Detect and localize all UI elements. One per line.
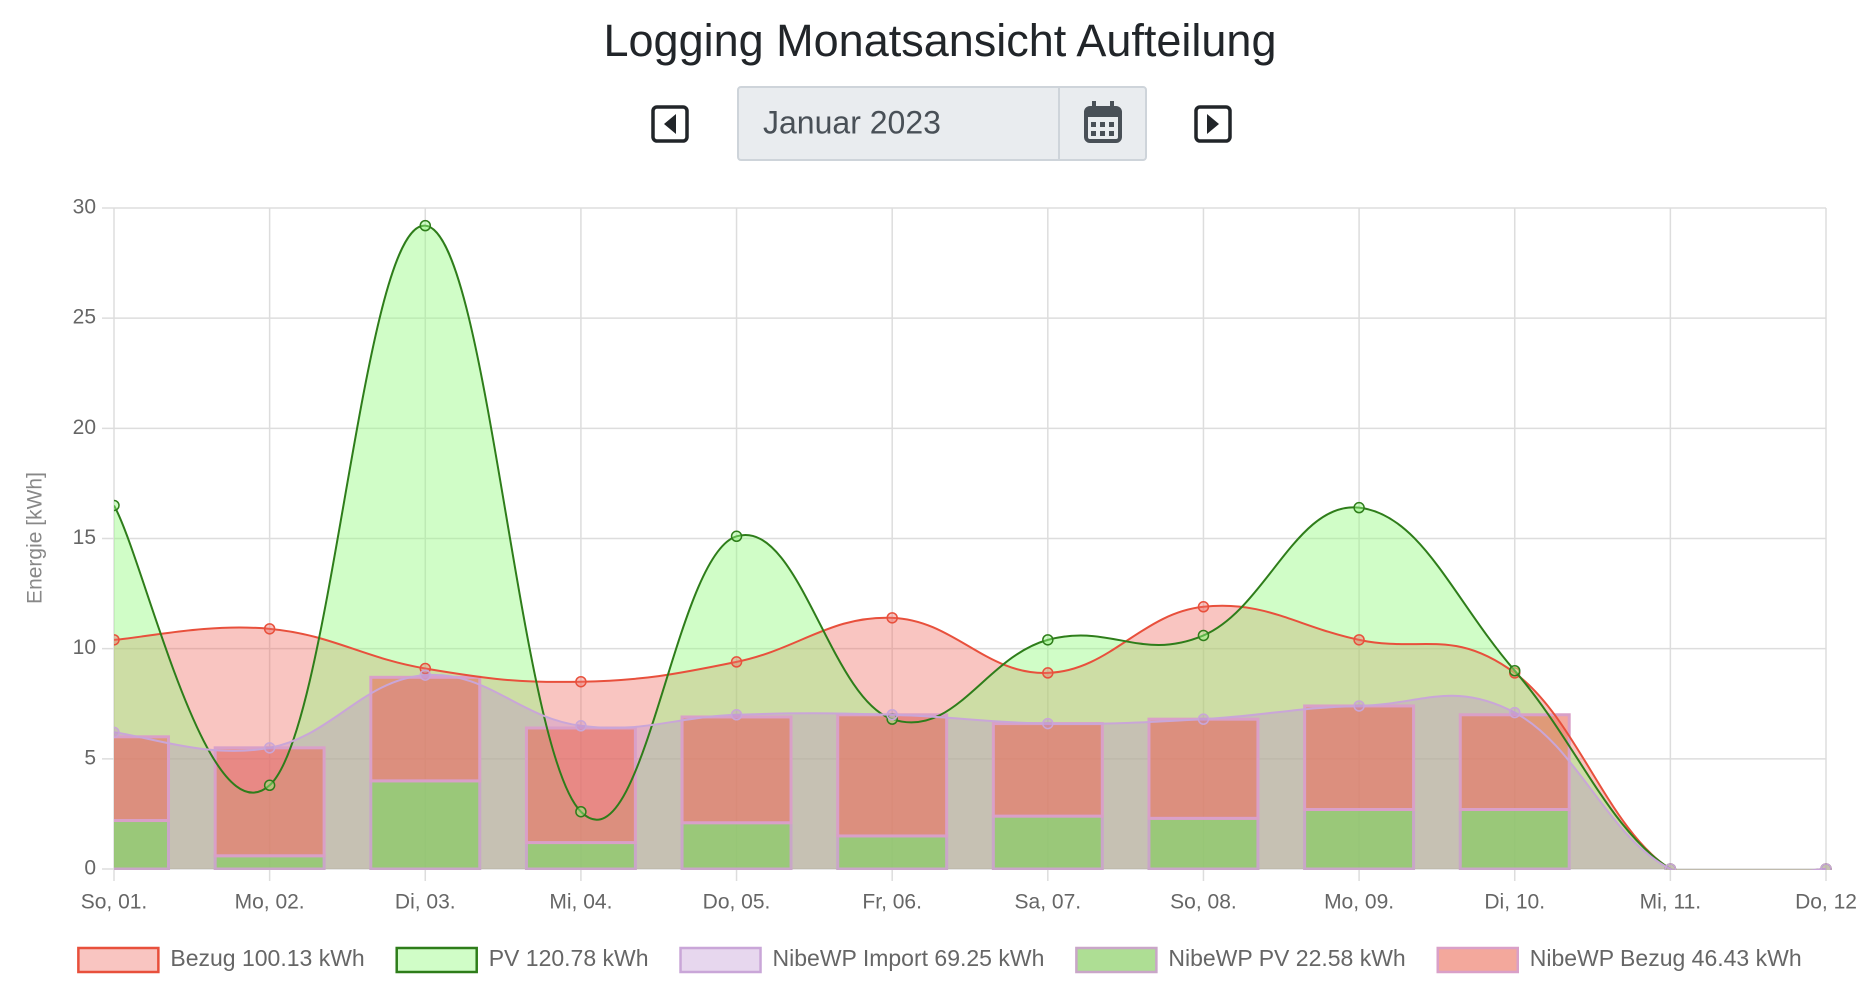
point [263,742,276,754]
bar [524,726,637,845]
legend-item[interactable]: NibeWP Bezug 46.43 kWh [1436,945,1802,974]
point [575,805,587,818]
bar [213,854,326,870]
point [886,709,898,721]
point [114,726,120,739]
point [730,709,743,721]
x-tick-label: Do, 12 [1795,891,1857,914]
y-tick-label: 0 [84,857,96,880]
legend: Bezug 100.13 kWh PV 120.78 kWh NibeWP Impo… [77,945,1802,974]
x-tick-label: Mi, 11. [1640,891,1701,914]
point [1353,700,1365,712]
point [730,530,743,543]
x-tick-label: Di, 03. [395,891,456,914]
point [1197,713,1210,725]
bar [836,834,949,870]
point [1508,706,1521,719]
x-tick-label: Mo, 02. [235,891,305,914]
legend-item[interactable]: NibeWP Import 69.25 kWh [679,945,1045,974]
bars [114,675,1571,870]
point [886,612,898,624]
legend-item[interactable]: Bezug 100.13 kWh [77,945,365,974]
bar [213,746,326,858]
legend-swatch [395,946,478,974]
bar [1147,717,1260,820]
x-tick-label: So, 01. [81,891,148,914]
point [575,675,587,688]
legend-item[interactable]: NibeWP PV 22.58 kWh [1075,945,1406,974]
point [419,669,432,681]
point [263,779,276,792]
line [114,224,1827,870]
point [1664,863,1677,870]
bar [836,713,949,838]
bar [1458,808,1571,870]
legend-swatch [1436,946,1519,974]
legend-label: PV 120.78 kWh [489,945,649,971]
point [1353,501,1365,514]
bar [1303,808,1416,870]
legend-swatch [77,946,160,974]
y-tick-label: 25 [73,306,96,329]
point [575,720,587,732]
bar [1147,816,1260,870]
x-tick-label: Mo, 09. [1324,891,1394,914]
legend-swatch [1075,946,1158,974]
x-tick-label: Sa, 07. [1015,891,1082,914]
bar [114,735,170,823]
next-button[interactable] [1194,105,1232,143]
date-picker[interactable]: Januar 2023 [737,86,1147,161]
point [1353,634,1365,646]
point [1042,634,1054,646]
point [1197,601,1210,613]
bar [1303,704,1416,812]
line [114,604,1827,870]
y-axis-label: Energie [kWh] [24,472,47,604]
date-label: Januar 2023 [763,104,941,140]
bar [369,675,482,783]
y-tick-label: 30 [73,196,96,219]
lines [114,219,1832,870]
bar [680,715,793,825]
point [1820,863,1832,870]
legend-item[interactable]: PV 120.78 kWh [395,945,649,974]
legend-label: NibeWP Bezug 46.43 kWh [1530,945,1802,971]
point [114,634,120,646]
point [1042,717,1054,730]
x-tick-label: Mi, 04. [549,891,612,914]
x-tick-label: Di, 10. [1484,891,1545,914]
legend-label: Bezug 100.13 kWh [170,945,364,971]
point [114,499,120,512]
legend-label: NibeWP PV 22.58 kWh [1168,945,1405,971]
x-tick-label: Fr, 06. [862,891,922,914]
point [1508,664,1521,677]
legend-label: NibeWP Import 69.25 kWh [773,945,1045,971]
y-tick-label: 15 [73,526,96,549]
bar [680,821,793,870]
y-tick-label: 20 [73,416,96,439]
point [419,219,432,232]
bar [991,814,1104,870]
bar [114,819,170,870]
chart-title: Logging Monatsansicht Aufteilung [604,15,1277,66]
point [1042,667,1054,679]
point [263,623,276,635]
bar [1458,713,1571,812]
bar [369,779,482,870]
point [730,656,743,668]
calendar-icon [1084,101,1122,143]
bar [524,841,637,870]
line [114,673,1827,870]
plot-area [114,219,1832,870]
x-tick-label: So, 08. [1170,891,1237,914]
point [1197,629,1210,642]
y-tick-label: 10 [73,636,96,659]
bar [991,722,1104,818]
y-tick-label: 5 [84,746,96,769]
legend-swatch [679,946,762,974]
x-tick-label: Do, 05. [703,891,771,914]
prev-button[interactable] [651,105,689,143]
